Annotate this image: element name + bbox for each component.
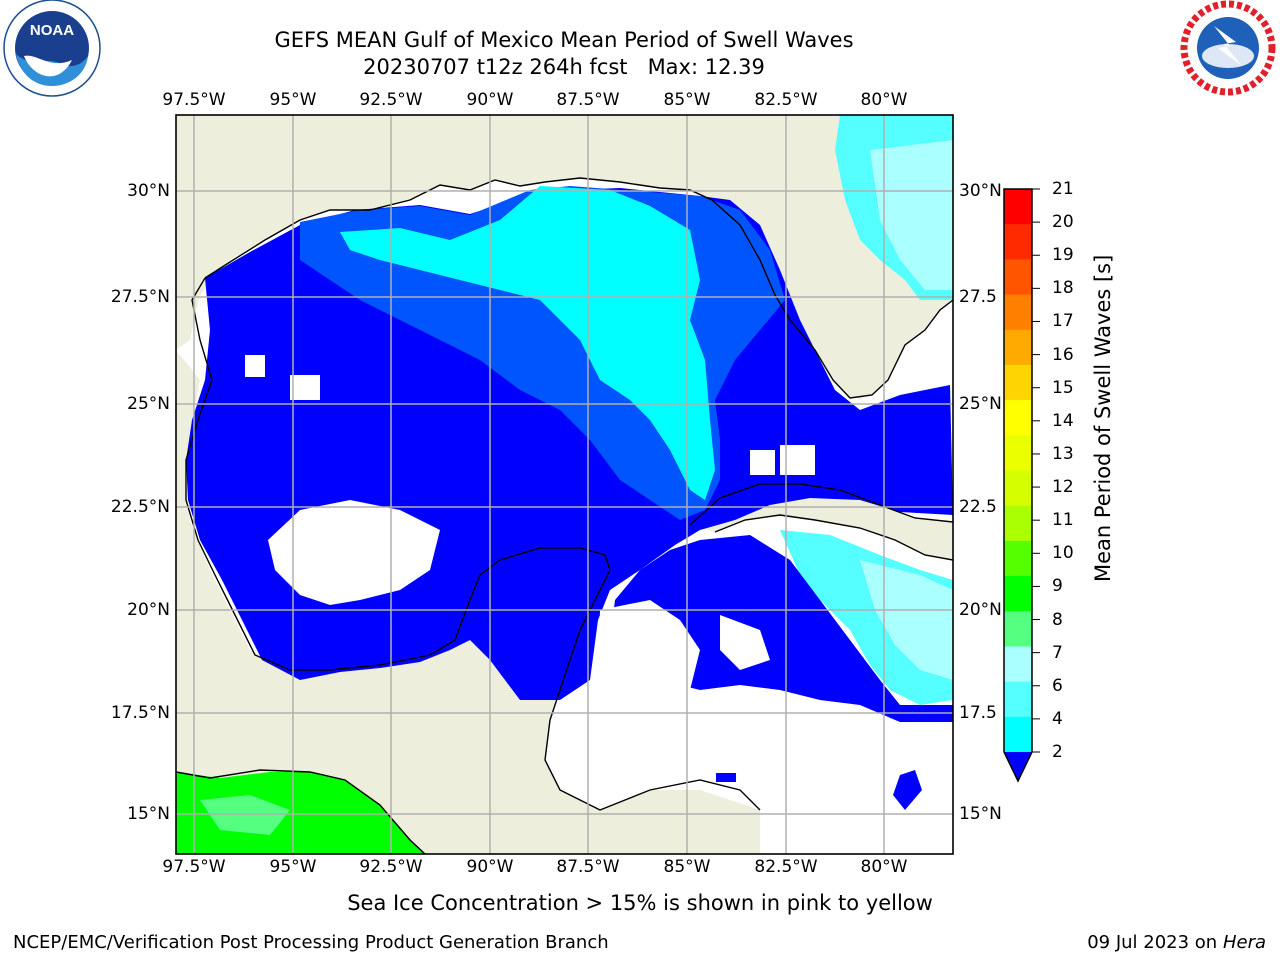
colorbar-tick-label: 19 [1052,245,1074,266]
lat-label-left: 27.5°N [110,287,170,307]
nws-logo [1180,0,1276,96]
lon-label-top: 92.5°W [359,90,423,110]
colorbar-swatch [1004,611,1032,647]
lat-label-left: 15°N [127,804,170,824]
lat-label-left: 22.5°N [110,497,170,517]
atlantic-period-8-9 [870,140,953,290]
colorbar-tick-label: 21 [1052,179,1074,199]
colorbar-tick-label: 20 [1052,212,1074,233]
no-data-patches [245,355,953,854]
colorbar-swatch [1004,329,1032,366]
lat-label-left: 25°N [127,394,170,414]
lon-label-bottom: 95°W [269,857,317,877]
colorbar [1003,188,1040,783]
colorbar-swatch [1004,505,1032,542]
lon-label-bottom: 90°W [466,857,514,877]
footer-date-text: 09 Jul 2023 on [1087,932,1223,953]
colorbar-tick-label: 8 [1052,609,1063,630]
colorbar-swatch [1004,364,1032,401]
chart-title: GEFS MEAN Gulf of Mexico Mean Period of … [274,28,854,52]
colorbar-swatch [1004,294,1032,331]
colorbar-tick-label: 16 [1052,344,1074,365]
colorbar-swatch [1004,259,1032,296]
lon-label-bottom: 85°W [663,857,711,877]
lon-label-top: 90°W [466,90,514,110]
colorbar-swatch [1004,576,1032,612]
colorbar-swatch [1004,681,1032,718]
caribbean-blue-cell [893,770,922,810]
pacific-period-9-10 [200,795,290,835]
sea-ice-note: Sea Ice Concentration > 15% is shown in … [347,891,933,915]
chart-subtitle: 20230707 t12z 264h fcst Max: 12.39 [363,55,765,79]
lon-label-top: 82.5°W [754,90,818,110]
coastlines [176,177,953,854]
noaa-logo: NOAA [3,0,101,97]
colorbar-tick-label: 2 [1052,742,1063,762]
lon-label-bottom: 87.5°W [556,857,620,877]
caribbean-blue-bar [716,773,736,782]
lat-label-right: 27.5 [959,287,997,307]
colorbar-swatch [1004,646,1032,683]
colorbar-tick-label: 13 [1052,443,1074,464]
lat-label-right: 22.5 [959,497,997,517]
caribbean-period-2-4 [610,535,953,722]
lon-label-top: 87.5°W [556,90,620,110]
colorbar-tick-label: 6 [1052,675,1063,696]
lat-label-right: 15°N [959,804,1002,824]
colorbar-title: Mean Period of Swell Waves [s] [1091,254,1115,582]
lat-label-left: 17.5°N [110,703,170,723]
colorbar-swatch [1004,224,1032,260]
colorbar-tick-label: 18 [1052,278,1074,299]
footer-date: 09 Jul 2023 on Hera [1087,932,1266,953]
lat-label-left: 20°N [127,600,170,620]
colorbar-tick-label: 7 [1052,642,1063,663]
noaa-logo-text: NOAA [30,22,74,39]
lat-label-right: 17.5 [959,703,997,723]
gulf-period-6-7 [340,186,715,500]
lat-label-right: 30°N [959,181,1002,201]
colorbar-swatch [1004,400,1032,436]
colorbar-tick-label: 11 [1052,510,1074,531]
colorbar-swatch [1004,470,1032,507]
map-layers [176,115,953,854]
lon-label-top: 85°W [663,90,711,110]
colorbar-tick-label: 14 [1052,410,1074,431]
lat-label-left: 30°N [127,181,170,201]
colorbar-tick-label: 17 [1052,311,1074,332]
lat-label-right: 20°N [959,600,1002,620]
colorbar-ticks [1032,188,1040,753]
pacific-period-10-11 [176,772,425,854]
map-frame [175,114,954,855]
colorbar-tick-label: 10 [1052,543,1074,564]
colorbar-tick-label: 12 [1052,477,1074,498]
lat-label-right: 25°N [959,394,1002,414]
colorbar-tick-label: 15 [1052,377,1074,398]
footer-host: Hera [1222,932,1266,953]
colorbar-swatch [1004,540,1032,577]
colorbar-swatches [1004,189,1032,781]
colorbar-swatch [1004,716,1032,753]
colorbar-swatch [1004,435,1032,471]
footer-credit: NCEP/EMC/Verification Post Processing Pr… [13,932,609,953]
colorbar-swatch [1004,752,1032,781]
lon-label-top: 80°W [860,90,908,110]
colorbar-swatch [1004,189,1032,225]
lon-label-bottom: 92.5°W [359,857,423,877]
lon-label-bottom: 97.5°W [162,857,226,877]
colorbar-tick-label: 4 [1052,708,1063,729]
colorbar-tick-label: 9 [1052,576,1063,597]
lon-label-top: 95°W [269,90,317,110]
colorbar-tick-labels: 21 20 19 18 17 16 15 14 13 12 11 10 9 8 7 6 4 2 [1052,0,1112,960]
graticule [176,115,953,854]
lon-label-bottom: 80°W [860,857,908,877]
lon-label-bottom: 82.5°W [754,857,818,877]
lon-label-top: 97.5°W [162,90,226,110]
colorbar-outline [1003,188,1033,783]
